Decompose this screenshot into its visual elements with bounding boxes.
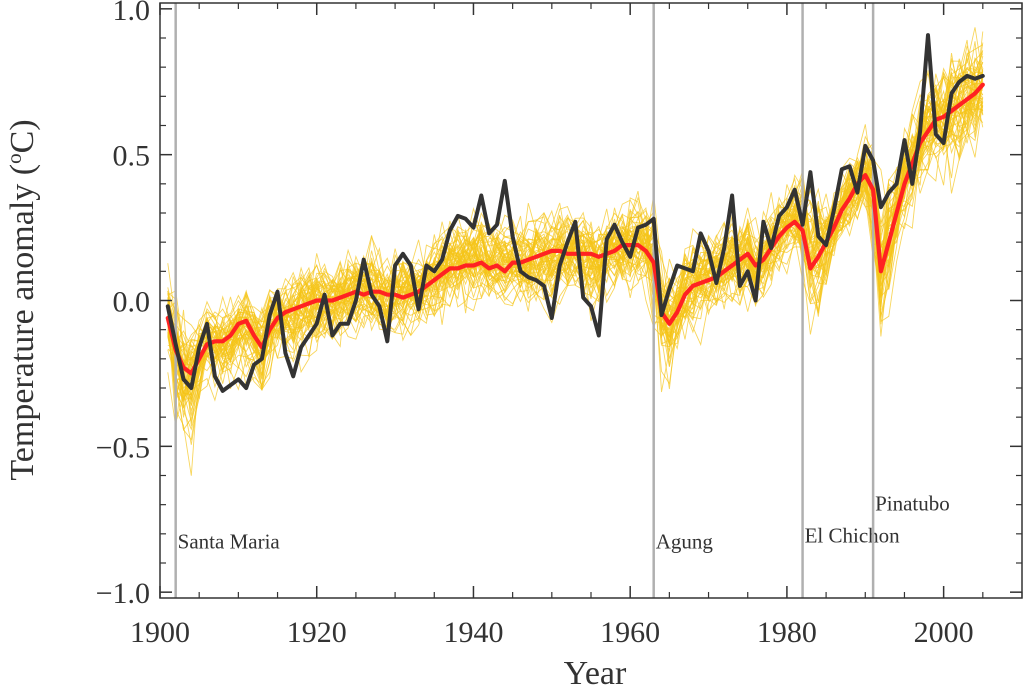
y-axis-title-unit: C) bbox=[4, 119, 41, 153]
y-axis-title: Temperature anomaly (oC) bbox=[2, 119, 41, 480]
ensemble-member-line bbox=[167, 101, 984, 372]
ensemble-member-line bbox=[167, 68, 984, 401]
ensemble-member-line bbox=[167, 67, 983, 409]
volcano-label: Agung bbox=[656, 529, 714, 553]
y-tick-label: 0.5 bbox=[113, 140, 151, 173]
volcano-label: Santa Maria bbox=[178, 529, 281, 553]
x-tick-label: 1980 bbox=[757, 616, 817, 649]
x-tick-label: 1900 bbox=[130, 616, 190, 649]
x-tick-label: 1960 bbox=[600, 616, 660, 649]
ensemble-member-line bbox=[167, 70, 984, 432]
x-axis-title: Year bbox=[564, 655, 627, 687]
ensemble-member-line bbox=[167, 66, 984, 418]
ensemble-mean-line bbox=[165, 82, 985, 376]
y-tick-label: −0.5 bbox=[96, 431, 150, 464]
observations-line bbox=[165, 33, 985, 393]
volcano-eruption-lines: Santa Maria Agung El Chichon Pinatubo bbox=[174, 3, 950, 598]
ensemble-member-line bbox=[167, 55, 984, 406]
series-lines bbox=[165, 33, 985, 393]
y-tick-label: 0.0 bbox=[113, 286, 151, 319]
x-tick-label: 1940 bbox=[443, 616, 503, 649]
volcano-label: Pinatubo bbox=[875, 492, 950, 516]
x-tick-label: 2000 bbox=[914, 616, 974, 649]
volcano-label: El Chichon bbox=[805, 524, 901, 548]
model-ensemble-runs bbox=[167, 27, 984, 476]
y-tick-label: −1.0 bbox=[96, 577, 150, 610]
y-axis-title-degree: o bbox=[2, 153, 26, 164]
axis-ticks: 1900 1920 1940 1960 1980 2000 −1.0 −0.5 0.0 0.5 1.… bbox=[96, 0, 1023, 649]
x-tick-label: 1920 bbox=[287, 616, 347, 649]
y-tick-label: 1.0 bbox=[113, 0, 151, 27]
y-axis-title-main: Temperature anomaly ( bbox=[4, 164, 41, 481]
